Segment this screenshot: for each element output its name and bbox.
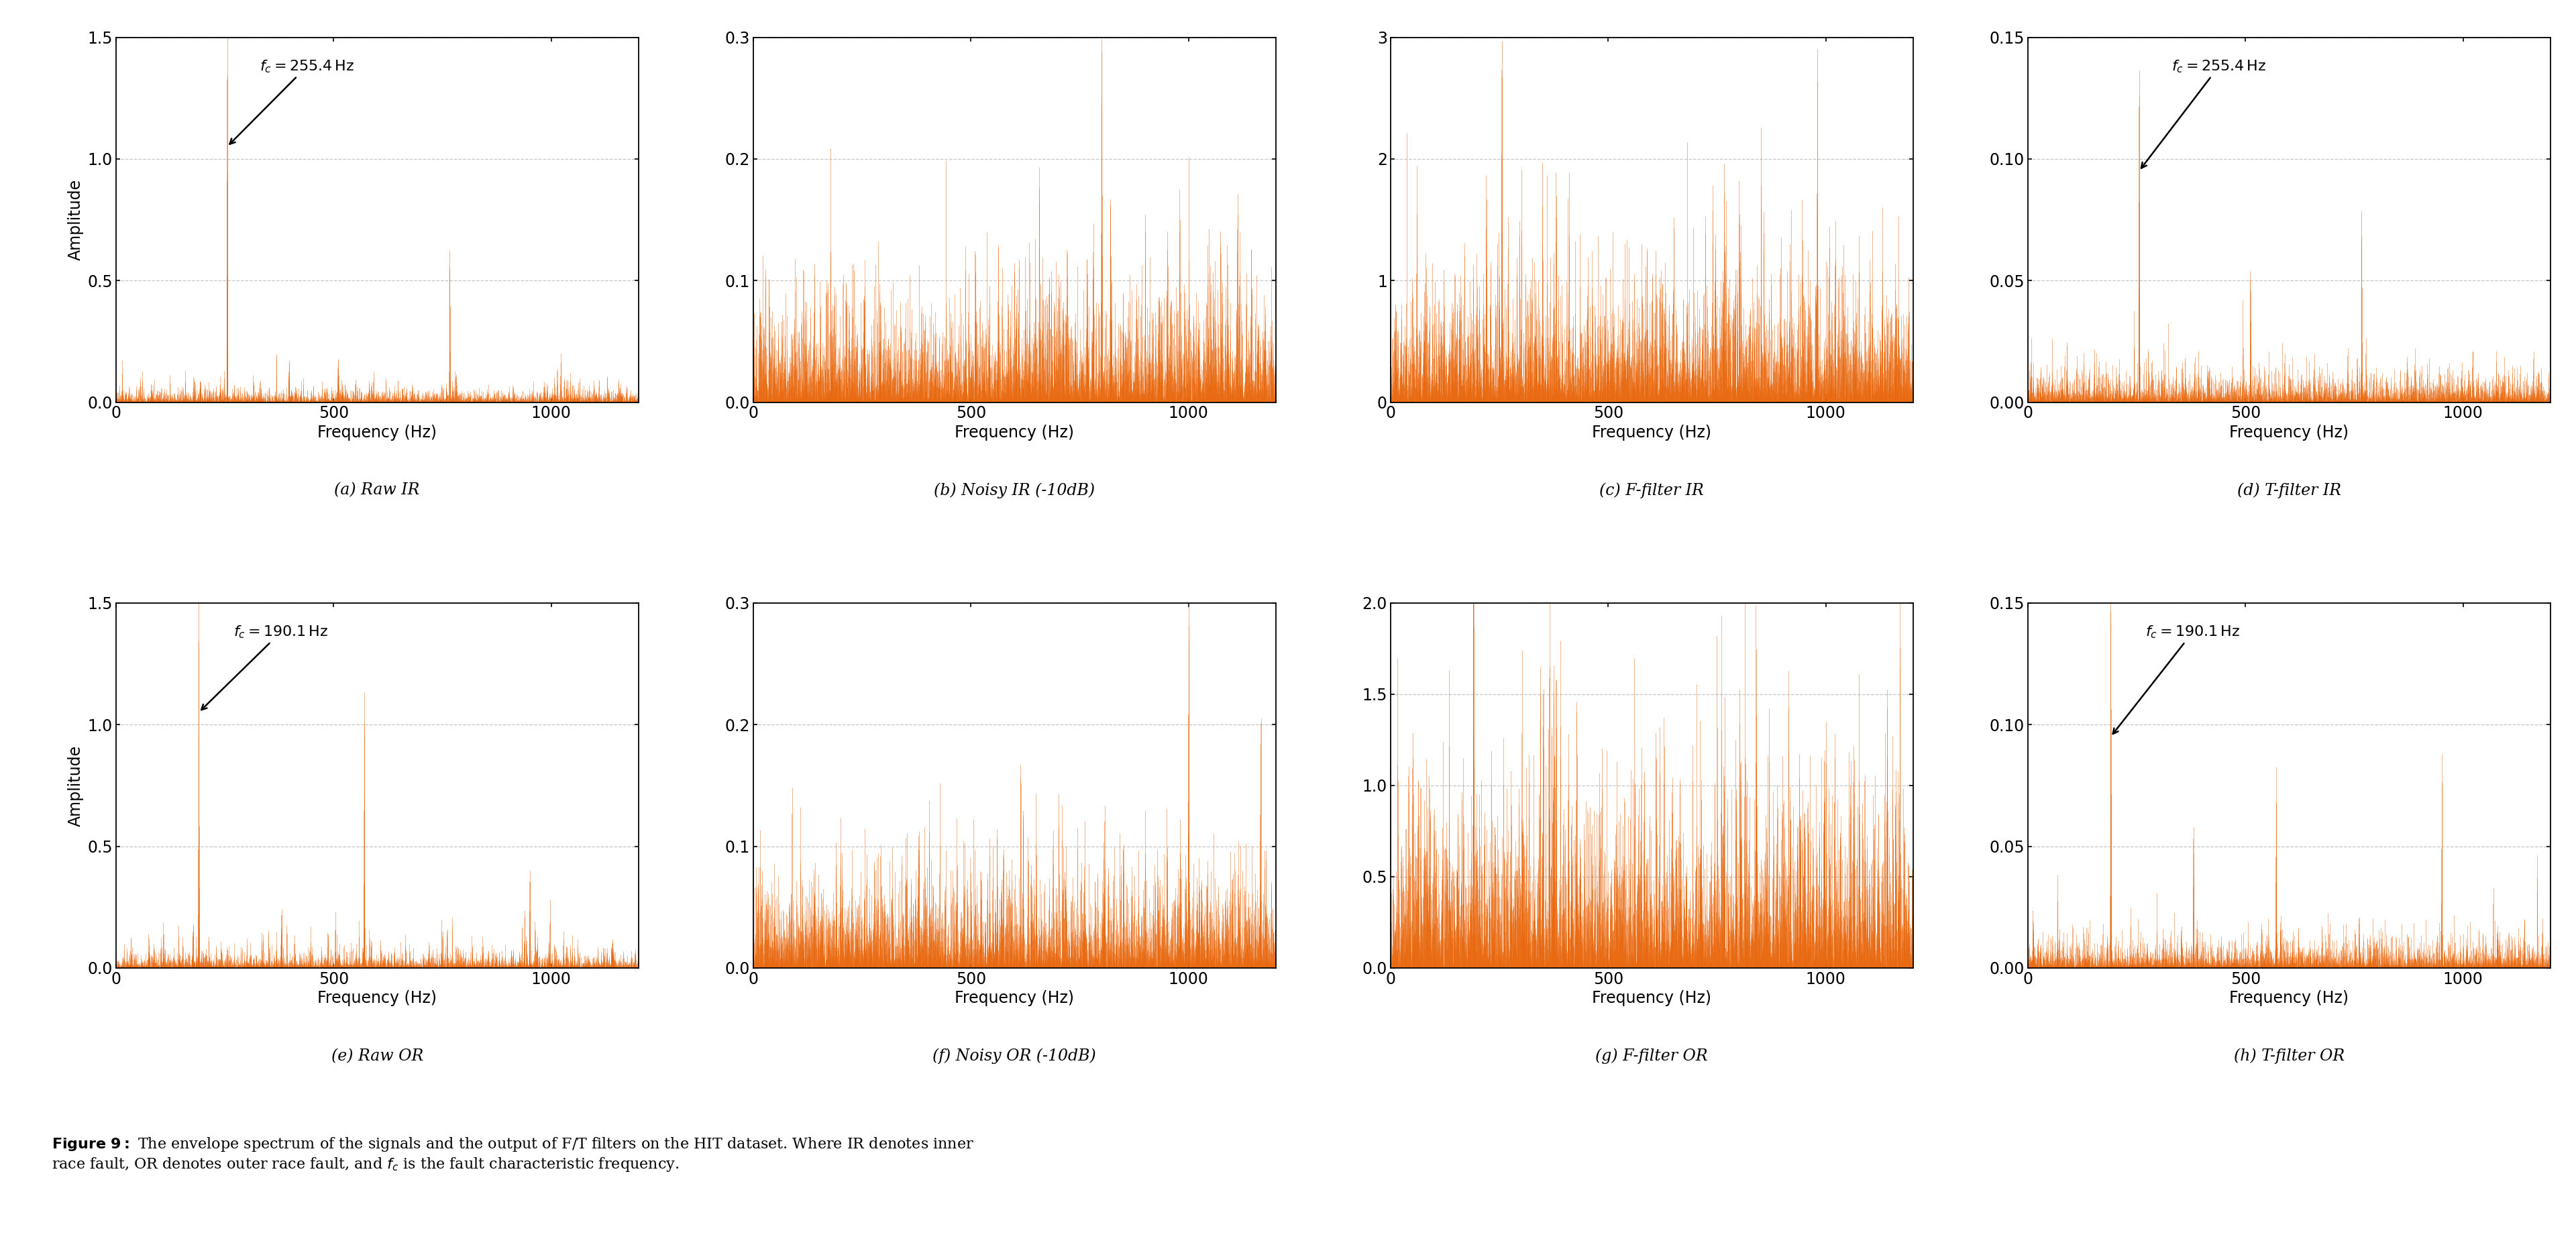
Text: $f_c = 255.4\,\mathrm{Hz}$: $f_c = 255.4\,\mathrm{Hz}$	[2141, 58, 2267, 168]
X-axis label: Frequency (Hz): Frequency (Hz)	[317, 990, 438, 1006]
X-axis label: Frequency (Hz): Frequency (Hz)	[1592, 990, 1710, 1006]
X-axis label: Frequency (Hz): Frequency (Hz)	[2228, 990, 2349, 1006]
Text: $f_c = 190.1\,\mathrm{Hz}$: $f_c = 190.1\,\mathrm{Hz}$	[201, 624, 327, 710]
Text: (h) T-filter OR: (h) T-filter OR	[2233, 1049, 2344, 1064]
Text: (a) Raw IR: (a) Raw IR	[335, 483, 420, 498]
Text: $\bf{Figure\ 9:}$ The envelope spectrum of the signals and the output of F/T fil: $\bf{Figure\ 9:}$ The envelope spectrum …	[52, 1136, 974, 1173]
Text: (f) Noisy OR (-10dB): (f) Noisy OR (-10dB)	[933, 1049, 1097, 1064]
Text: (g) F-filter OR: (g) F-filter OR	[1595, 1049, 1708, 1064]
X-axis label: Frequency (Hz): Frequency (Hz)	[1592, 424, 1710, 441]
Text: (e) Raw OR: (e) Raw OR	[332, 1049, 422, 1064]
Text: $f_c = 255.4\,\mathrm{Hz}$: $f_c = 255.4\,\mathrm{Hz}$	[229, 58, 355, 144]
X-axis label: Frequency (Hz): Frequency (Hz)	[317, 424, 438, 441]
Text: (d) T-filter IR: (d) T-filter IR	[2236, 483, 2342, 499]
X-axis label: Frequency (Hz): Frequency (Hz)	[956, 424, 1074, 441]
Text: $f_c = 190.1\,\mathrm{Hz}$: $f_c = 190.1\,\mathrm{Hz}$	[2112, 624, 2241, 733]
X-axis label: Frequency (Hz): Frequency (Hz)	[956, 990, 1074, 1006]
Y-axis label: Amplitude: Amplitude	[67, 179, 82, 261]
X-axis label: Frequency (Hz): Frequency (Hz)	[2228, 424, 2349, 441]
Text: (c) F-filter IR: (c) F-filter IR	[1600, 483, 1703, 499]
Text: (b) Noisy IR (-10dB): (b) Noisy IR (-10dB)	[935, 483, 1095, 499]
Y-axis label: Amplitude: Amplitude	[67, 745, 82, 827]
